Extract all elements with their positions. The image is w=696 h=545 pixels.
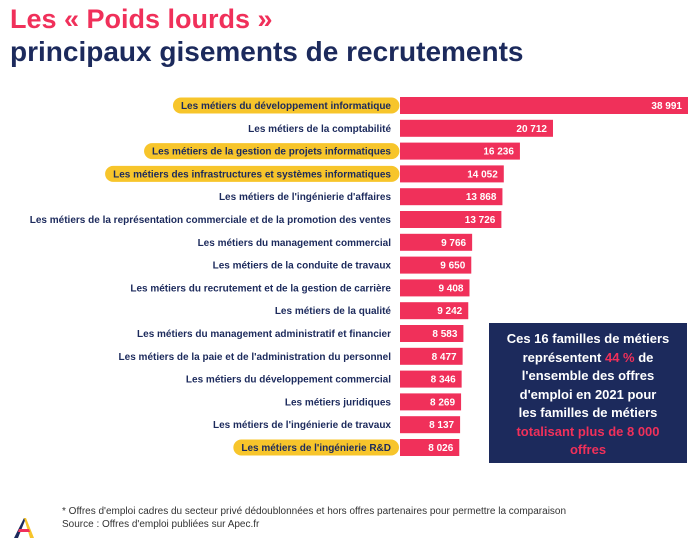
summary-callout: Ces 16 familles de métiers représentent … [489,323,687,463]
callout-line6: totalisant plus de 8 000 [516,423,660,439]
category-label: Les métiers de la conduite de travaux [213,261,392,272]
callout-line4: d'emploi en 2021 pour [519,386,657,402]
chart-title-line2: principaux gisements de recrutements [10,36,524,67]
category-label: Les métiers de l'ingénierie R&D [241,443,391,454]
bar [400,233,473,251]
callout-line3: l'ensemble des offres [521,368,655,383]
callout-line2-end: de [634,349,654,365]
bar-value-label: 13 726 [465,215,496,226]
category-highlight [105,165,400,182]
bar-value-label: 13 868 [466,192,497,203]
bar [400,370,462,388]
bar-value-label: 9 242 [437,306,462,317]
category-label: Les métiers de l'ingénierie de travaux [213,420,391,431]
category-label: Les métiers de la gestion de projets inf… [152,147,391,158]
bar-value-label: 9 408 [438,283,463,294]
bar-value-label: 8 477 [432,352,457,363]
category-label: Les métiers de la représentation commerc… [30,215,392,226]
bar [400,325,464,342]
category-label: Les métiers du recrutement et de la gest… [130,283,391,294]
bar [400,142,520,160]
category-highlight [233,439,399,456]
category-label: Les métiers de la comptabilité [248,124,391,135]
category-label: Les métiers du management commercial [198,238,392,249]
bar [400,393,462,411]
bar-value-label: 16 236 [483,147,514,158]
bar-value-label: 8 346 [431,375,456,386]
bar [400,97,688,114]
bar-value-label: 9 650 [440,261,465,272]
category-label: Les métiers de la qualité [275,306,392,317]
category-highlight [172,97,400,114]
category-label: Les métiers de l'ingénierie d'affaires [219,192,391,203]
footnote: * Offres d'emploi cadres du secteur priv… [62,505,566,531]
callout-line5: les familles de métiers [518,405,658,420]
callout-percent: 44 % [604,349,635,365]
bar-value-label: 8 137 [429,420,454,431]
callout-line7: offres [569,442,607,457]
callout-line2: représentent 44 % de [493,349,683,368]
bar [400,211,502,228]
callout-line1: Ces 16 familles de métiers [506,331,670,346]
bar-value-label: 20 712 [516,124,547,135]
bar-value-label: 14 052 [467,169,498,180]
bar [400,416,461,434]
bar-value-label: 9 766 [441,238,466,249]
category-label: Les métiers de la paie et de l'administr… [119,352,392,363]
bar [400,188,503,206]
bar [400,256,472,274]
apec-logo-icon [14,518,34,538]
category-label: Les métiers du développement informatiqu… [181,101,391,112]
footnote-note: * Offres d'emploi cadres du secteur priv… [62,506,567,517]
callout-line2-start: représentent [522,349,605,365]
bar-value-label: 8 269 [430,397,455,408]
bar [400,302,469,320]
bar [400,165,504,183]
category-label: Les métiers du management administratif … [137,329,391,340]
bar [400,439,460,456]
category-label: Les métiers du développement commercial [186,375,391,386]
footnote-source: Source : Offres d'emploi publiées sur Ap… [62,519,260,530]
chart-title-line1: Les « Poids lourds » [10,4,273,34]
bar-value-label: 8 026 [428,443,453,454]
category-label: Les métiers juridiques [285,397,392,408]
bar [400,279,470,297]
bar [400,347,463,365]
bar-value-label: 8 583 [432,329,457,340]
category-label: Les métiers des infrastructures et systè… [113,169,391,180]
category-highlight [144,143,400,160]
bar-value-label: 38 991 [651,101,682,112]
bar [400,119,553,137]
